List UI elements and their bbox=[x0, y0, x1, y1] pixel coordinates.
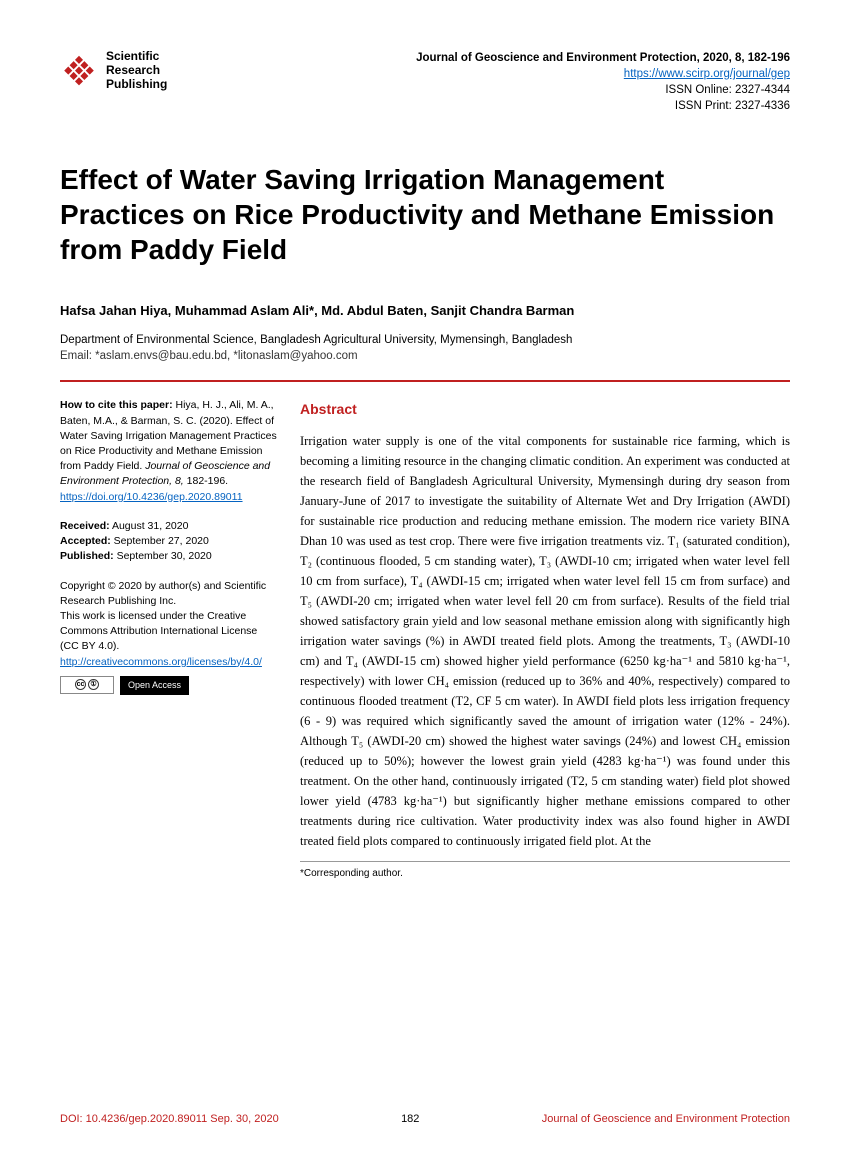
publisher-logo: Scientific Research Publishing bbox=[60, 50, 167, 91]
received-label: Received: bbox=[60, 520, 110, 532]
dates-block: Received: August 31, 2020 Accepted: Sept… bbox=[60, 519, 278, 565]
srp-logo-icon bbox=[60, 52, 98, 90]
license-badges: cc① Open Access bbox=[60, 676, 278, 695]
affiliation: Department of Environmental Science, Ban… bbox=[60, 334, 790, 346]
page-header: Scientific Research Publishing Journal o… bbox=[60, 50, 790, 114]
cite-body2: 182-196. bbox=[184, 475, 228, 487]
logo-line2: Research bbox=[106, 64, 167, 78]
abstract-heading: Abstract bbox=[300, 398, 790, 420]
page-footer: DOI: 10.4236/gep.2020.89011 Sep. 30, 202… bbox=[60, 1113, 790, 1125]
section-divider bbox=[60, 380, 790, 382]
received-value: August 31, 2020 bbox=[110, 520, 189, 532]
author-emails: Email: *aslam.envs@bau.edu.bd, *litonasl… bbox=[60, 350, 790, 362]
footer-page-number: 182 bbox=[401, 1113, 419, 1125]
footer-doi: DOI: 10.4236/gep.2020.89011 Sep. 30, 202… bbox=[60, 1113, 279, 1125]
copyright-line1: Copyright © 2020 by author(s) and Scient… bbox=[60, 579, 278, 609]
open-access-badge: Open Access bbox=[120, 676, 189, 695]
abstract-text: Irrigation water supply is one of the vi… bbox=[300, 431, 790, 851]
doi-link[interactable]: https://doi.org/10.4236/gep.2020.89011 bbox=[60, 491, 243, 503]
author-list: Hafsa Jahan Hiya, Muhammad Aslam Ali*, M… bbox=[60, 303, 790, 318]
two-column-body: How to cite this paper: Hiya, H. J., Ali… bbox=[60, 398, 790, 881]
issn-print: ISSN Print: 2327-4336 bbox=[416, 98, 790, 114]
cite-label: How to cite this paper: bbox=[60, 399, 173, 411]
cc-license-link[interactable]: http://creativecommons.org/licenses/by/4… bbox=[60, 656, 262, 668]
corresponding-author-note: *Corresponding author. bbox=[300, 866, 790, 882]
published-label: Published: bbox=[60, 550, 114, 562]
issn-online: ISSN Online: 2327-4344 bbox=[416, 82, 790, 98]
logo-line1: Scientific bbox=[106, 50, 167, 64]
publisher-name: Scientific Research Publishing bbox=[106, 50, 167, 91]
abstract-column: Abstract Irrigation water supply is one … bbox=[300, 398, 790, 881]
copyright-line2: This work is licensed under the Creative… bbox=[60, 609, 278, 655]
footnote-rule bbox=[300, 861, 790, 862]
accepted-value: September 27, 2020 bbox=[111, 535, 209, 547]
published-value: September 30, 2020 bbox=[114, 550, 212, 562]
logo-line3: Publishing bbox=[106, 78, 167, 92]
sidebar-meta: How to cite this paper: Hiya, H. J., Ali… bbox=[60, 398, 278, 881]
footer-journal: Journal of Geoscience and Environment Pr… bbox=[542, 1113, 790, 1125]
paper-title: Effect of Water Saving Irrigation Manage… bbox=[60, 162, 790, 267]
journal-meta: Journal of Geoscience and Environment Pr… bbox=[416, 50, 790, 114]
journal-citation-line: Journal of Geoscience and Environment Pr… bbox=[416, 50, 790, 66]
copyright-block: Copyright © 2020 by author(s) and Scient… bbox=[60, 579, 278, 695]
cc-by-badge-icon: cc① bbox=[60, 676, 114, 694]
citation-block: How to cite this paper: Hiya, H. J., Ali… bbox=[60, 398, 278, 505]
accepted-label: Accepted: bbox=[60, 535, 111, 547]
journal-url-link[interactable]: https://www.scirp.org/journal/gep bbox=[624, 68, 790, 80]
